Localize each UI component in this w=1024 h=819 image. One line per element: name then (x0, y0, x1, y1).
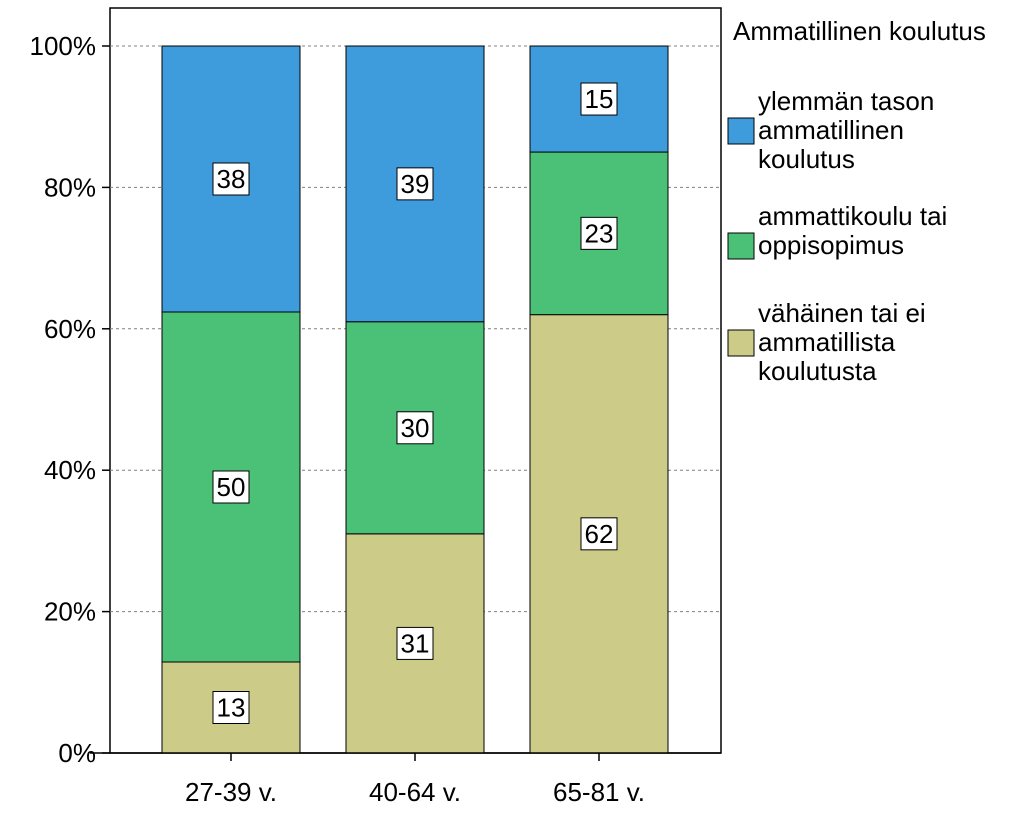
legend-entry-text: ammatillista (758, 327, 896, 357)
y-tick-label: 60% (44, 314, 96, 344)
data-label-box (212, 691, 250, 724)
data-label-box (396, 167, 434, 201)
x-tick-label: 65-81 v. (553, 777, 645, 807)
legend-swatch (727, 117, 755, 145)
data-label: 13 (217, 693, 246, 723)
data-label: 50 (217, 472, 246, 502)
legend-entry-text: oppisopimus (758, 230, 904, 260)
x-tick-label: 27-39 v. (185, 777, 277, 807)
data-label-box (212, 162, 250, 196)
legend-swatch (727, 232, 755, 260)
legend-entry-text: koulutus (758, 144, 855, 174)
data-label: 39 (401, 169, 430, 199)
legend-entry-text: ammatillinen (758, 115, 904, 145)
y-tick-label: 40% (44, 455, 96, 485)
data-label-box (212, 470, 250, 504)
x-axis: 27-39 v. 40-64 v. 65-81 v. (90, 752, 721, 807)
data-labels: 13 50 38 31 30 39 62 23 15 (212, 82, 618, 724)
data-label: 23 (585, 218, 614, 248)
legend-title: Ammatillinen koulutus (733, 16, 986, 46)
data-label-box (580, 517, 618, 551)
data-label: 38 (217, 164, 246, 194)
data-label: 30 (401, 413, 430, 443)
legend-swatch (727, 329, 755, 357)
data-label: 62 (585, 519, 614, 549)
data-label-box (580, 216, 618, 250)
legend-entry-text: vähäinen tai ei (758, 298, 926, 328)
y-tick-label: 0% (58, 738, 96, 768)
y-tick-label: 100% (30, 31, 97, 61)
y-axis: 0% 20% 40% 60% 80% 100% (30, 31, 110, 768)
data-label: 15 (585, 84, 614, 114)
legend-entry-text: ylemmän tason (758, 86, 934, 116)
legend-entry-text: koulutusta (758, 356, 877, 386)
y-tick-label: 80% (44, 172, 96, 202)
data-label-box (396, 626, 434, 660)
data-label-box (396, 411, 434, 445)
x-tick-label: 40-64 v. (369, 777, 461, 807)
data-label: 31 (401, 628, 430, 658)
y-tick-label: 20% (44, 597, 96, 627)
data-label-box (580, 82, 618, 116)
legend-entry-text: ammattikoulu tai (758, 201, 947, 231)
